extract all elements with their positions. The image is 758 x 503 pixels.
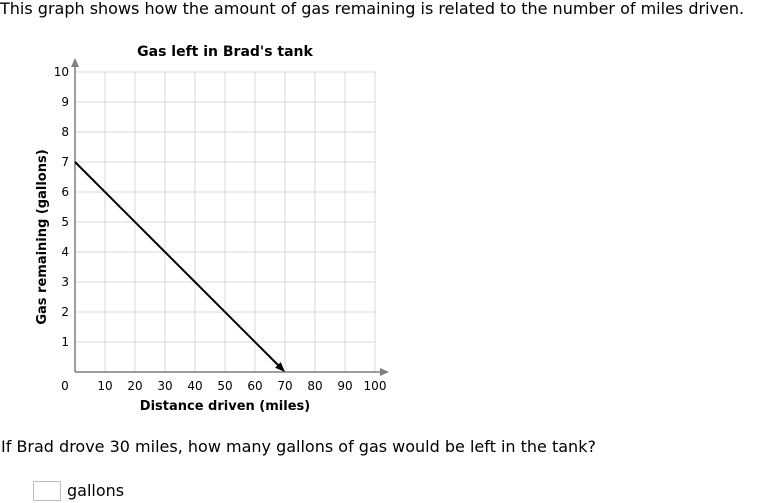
grid-lines	[75, 71, 376, 372]
gas-line-chart: Gas left in Brad's tank 0 10 20 30 40 50 60 70 8…	[35, 44, 389, 414]
y-axis-arrowhead	[71, 58, 79, 67]
y-tick-label: 4	[61, 245, 69, 259]
problem-intro-text: This graph shows how the amount of gas r…	[0, 0, 745, 18]
x-tick-label: 60	[247, 379, 262, 393]
x-tick-label: 50	[217, 379, 232, 393]
x-tick-label: 80	[307, 379, 322, 393]
question-text: If Brad drove 30 miles, how many gallons…	[1, 437, 596, 456]
y-tick-label: 7	[61, 155, 69, 169]
tick-labels: 0 10 20 30 40 50 60 70 80 90 100 1 2 3 4 5 6 7 8 9 10	[54, 65, 387, 393]
x-tick-label: 20	[127, 379, 142, 393]
answer-unit-label: gallons	[67, 481, 125, 500]
y-tick-label: 6	[61, 185, 69, 199]
answer-input[interactable]	[33, 481, 61, 501]
chart-title: Gas left in Brad's tank	[137, 44, 313, 60]
gas-remaining-line	[74, 161, 280, 367]
x-tick-label: 100	[364, 379, 387, 393]
x-tick-label: 70	[277, 379, 292, 393]
y-tick-label: 9	[61, 95, 69, 109]
answer-row: gallons	[33, 479, 124, 503]
data-series	[74, 161, 285, 372]
x-tick-label: 30	[157, 379, 172, 393]
y-tick-label: 5	[61, 215, 69, 229]
y-tick-label: 3	[61, 275, 69, 289]
x-axis-arrowhead	[380, 368, 389, 376]
x-tick-label: 10	[97, 379, 112, 393]
y-axis-title: Gas remaining (gallons)	[35, 149, 50, 324]
y-tick-label: 2	[61, 305, 69, 319]
y-tick-label: 8	[61, 125, 69, 139]
y-tick-label: 10	[54, 65, 69, 79]
x-axis-title: Distance driven (miles)	[140, 399, 310, 414]
line-arrowhead	[275, 362, 285, 372]
x-tick-label: 40	[187, 379, 202, 393]
x-tick-label: 0	[61, 379, 69, 393]
x-tick-label: 90	[337, 379, 352, 393]
y-tick-label: 1	[61, 335, 69, 349]
axes	[71, 58, 389, 376]
